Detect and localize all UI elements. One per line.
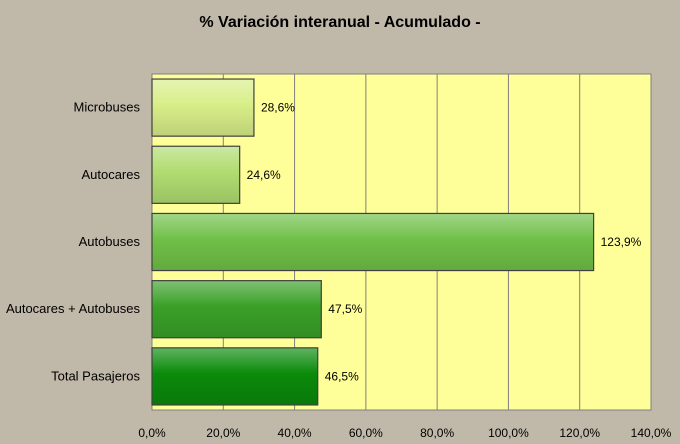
x-tick-label: 40,0% — [278, 426, 312, 440]
bar — [151, 347, 319, 406]
data-label: 28,6% — [261, 101, 295, 115]
data-label: 46,5% — [325, 369, 359, 383]
x-tick-label: 120,0% — [559, 426, 600, 440]
x-tick-label: 20,0% — [206, 426, 240, 440]
bar — [151, 78, 255, 137]
x-tick-label: 140,0% — [631, 426, 672, 440]
x-tick-label: 100,0% — [488, 426, 529, 440]
x-tick-label: 80,0% — [420, 426, 454, 440]
x-tick-label: 0,0% — [138, 426, 166, 440]
data-label: 123,9% — [601, 235, 642, 249]
category-label: Autobuses — [79, 234, 141, 249]
bar — [151, 280, 322, 339]
chart-title: % Variación interanual - Acumulado - — [199, 14, 481, 31]
data-label: 24,6% — [247, 168, 281, 182]
category-label: Microbuses — [74, 100, 141, 115]
bar — [151, 145, 241, 204]
data-label: 47,5% — [328, 302, 362, 316]
category-label: Total Pasajeros — [51, 368, 140, 383]
category-label: Autocares + Autobuses — [6, 301, 141, 316]
bar — [151, 212, 595, 272]
category-label: Autocares — [81, 167, 140, 182]
x-tick-label: 60,0% — [349, 426, 383, 440]
